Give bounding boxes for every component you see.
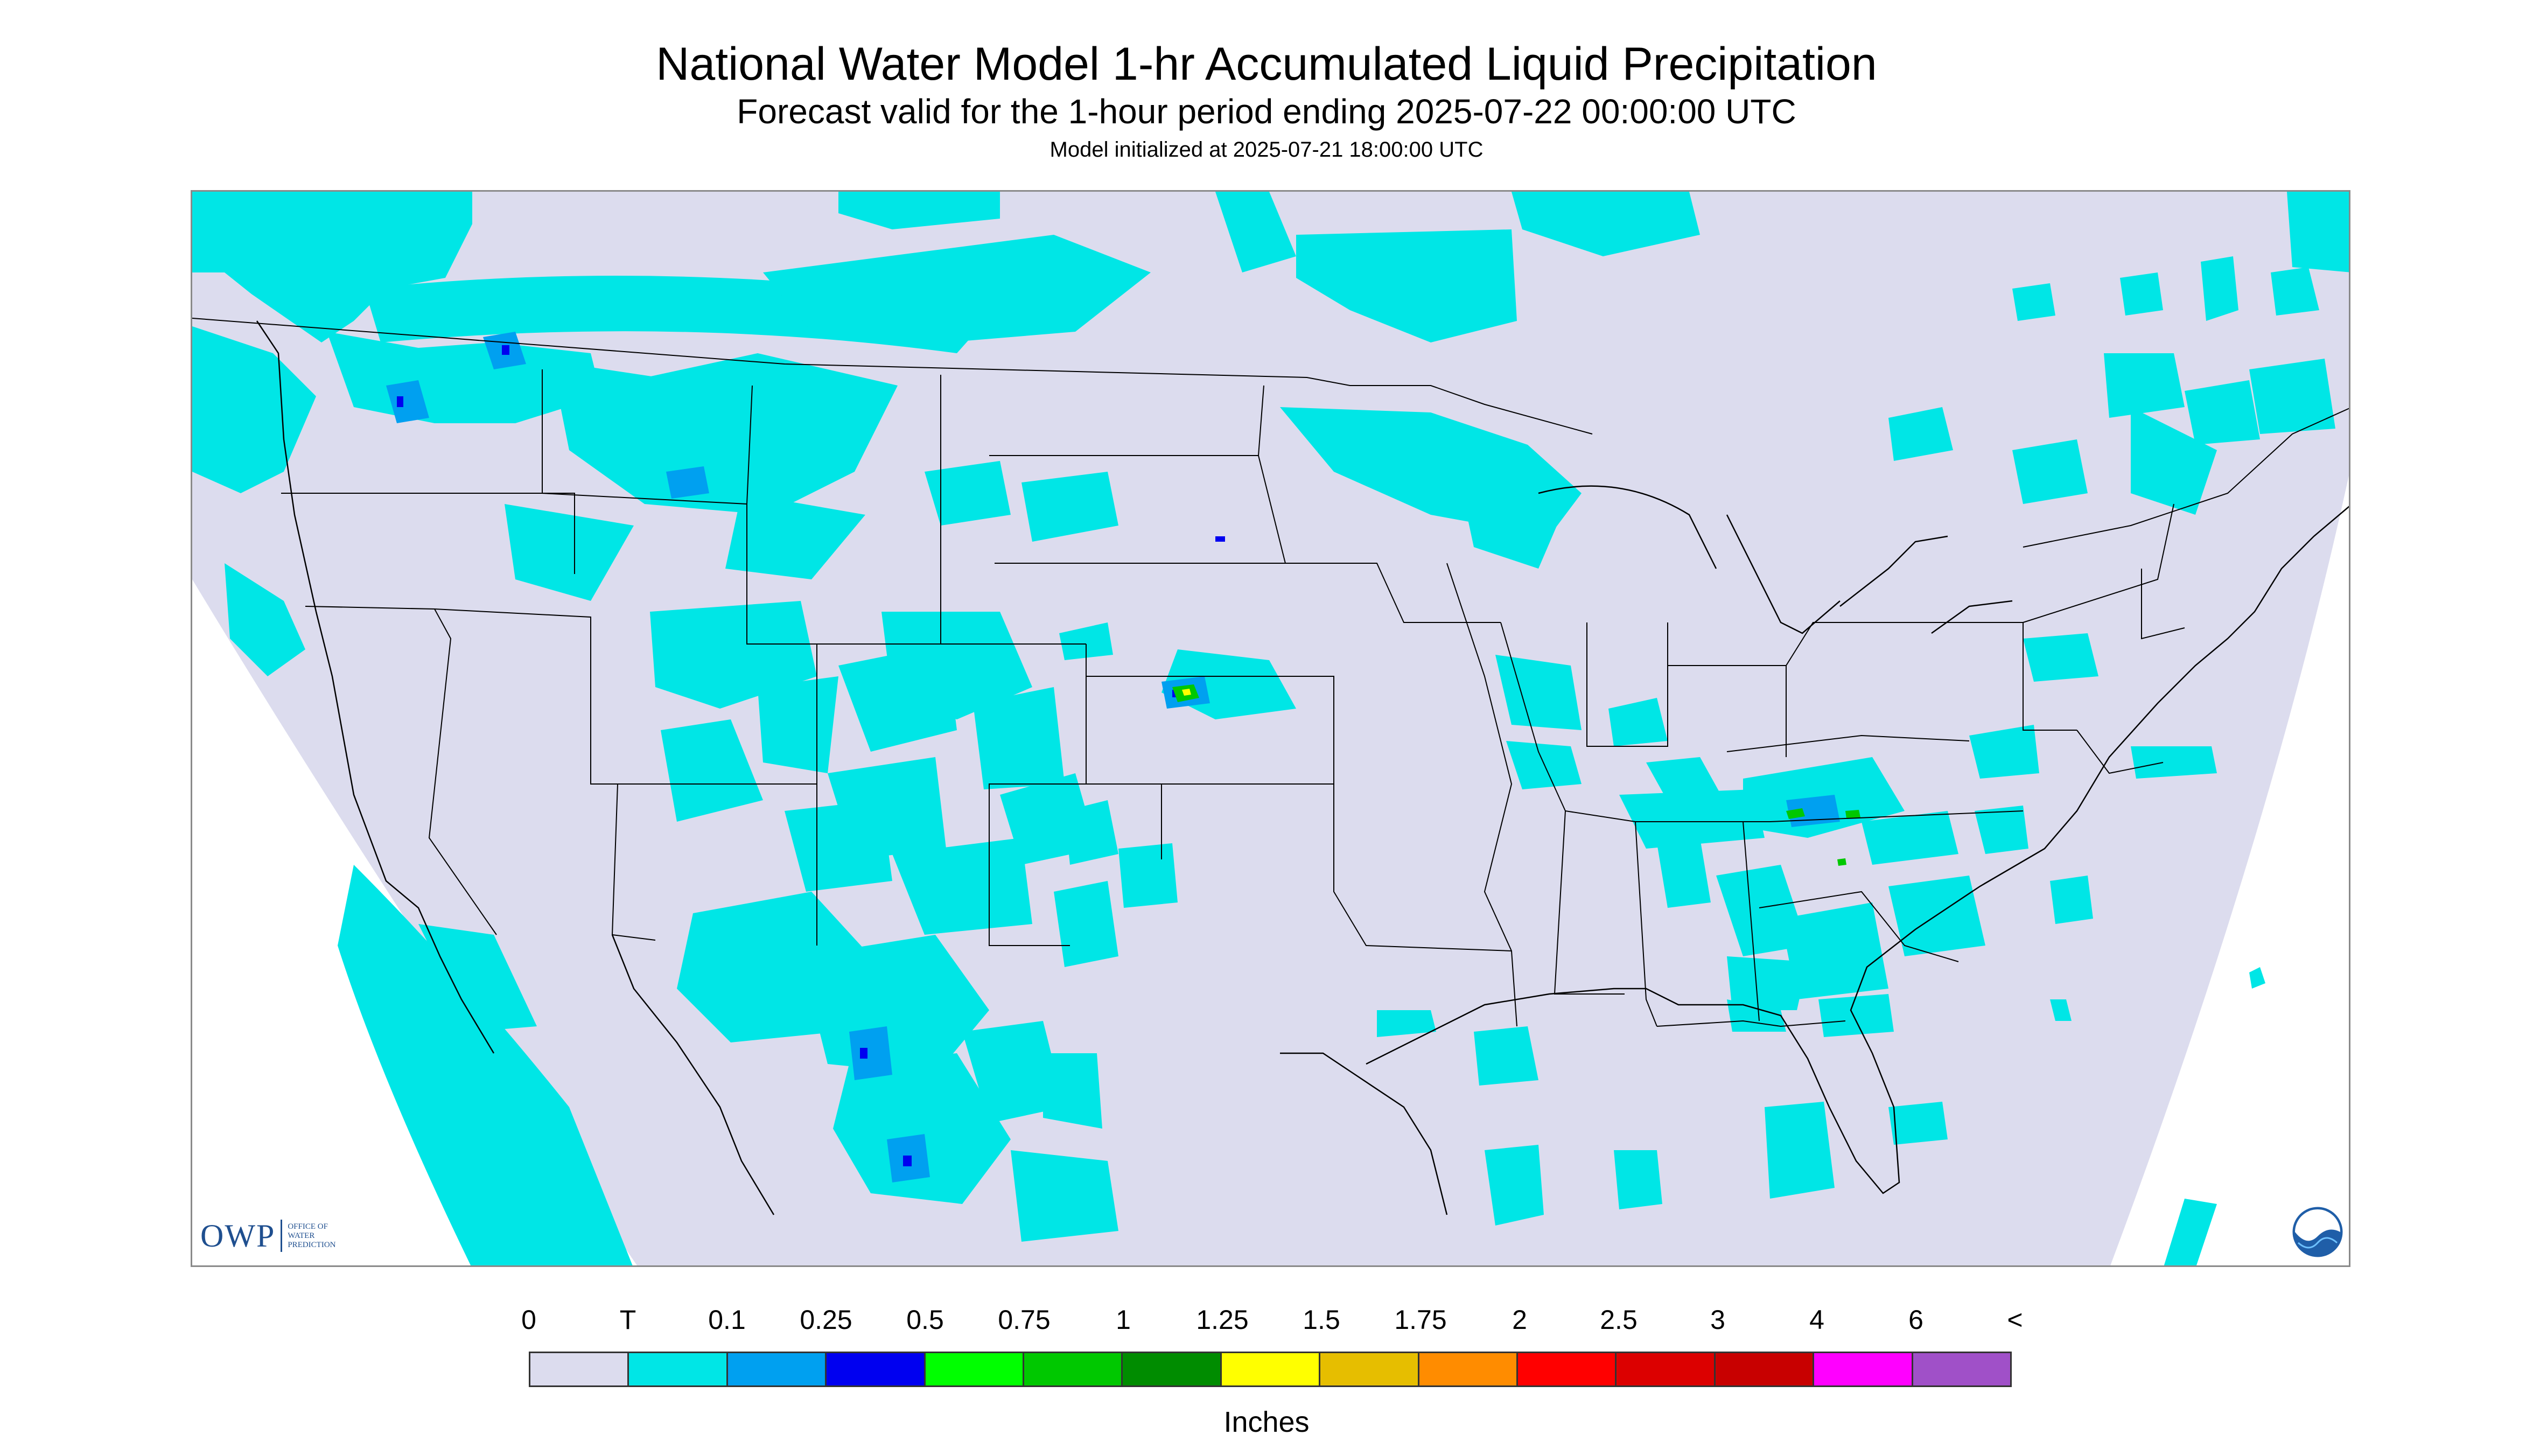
legend-label-8: 1.5 bbox=[1303, 1305, 1340, 1335]
owp-logo: OWP OFFICE OF WATER PREDICTION bbox=[200, 1217, 347, 1255]
owp-logo-name: OFFICE OF WATER PREDICTION bbox=[288, 1222, 336, 1249]
legend-swatch-0 bbox=[530, 1353, 629, 1385]
heavy-precip-areas bbox=[1172, 684, 1860, 866]
legend-swatch-12 bbox=[1715, 1353, 1815, 1385]
coastline bbox=[256, 320, 2349, 1215]
legend-swatch-11 bbox=[1617, 1353, 1716, 1385]
state-boundaries bbox=[192, 318, 2349, 1027]
legend-swatch-7 bbox=[1221, 1353, 1321, 1385]
legend-label-12: 3 bbox=[1710, 1305, 1725, 1335]
legend-label-10: 2 bbox=[1512, 1305, 1527, 1335]
legend-swatch-10 bbox=[1518, 1353, 1617, 1385]
legend-swatch-9 bbox=[1419, 1353, 1519, 1385]
legend-label-15: < bbox=[2007, 1305, 2023, 1335]
map-title: National Water Model 1-hr Accumulated Li… bbox=[656, 38, 1877, 90]
map-subtitle: Forecast valid for the 1-hour period end… bbox=[737, 92, 1796, 131]
precipitation-map bbox=[191, 190, 2350, 1267]
legend-swatch-13 bbox=[1814, 1353, 1913, 1385]
legend-label-9: 1.75 bbox=[1394, 1305, 1447, 1335]
map-canvas bbox=[192, 192, 2349, 1265]
legend-swatch-5 bbox=[1024, 1353, 1123, 1385]
legend-label-0: 0 bbox=[521, 1305, 536, 1335]
legend-label-2: 0.1 bbox=[708, 1305, 746, 1335]
legend-label-3: 0.25 bbox=[800, 1305, 852, 1335]
legend-swatch-14 bbox=[1913, 1353, 2011, 1385]
owp-logo-divider bbox=[281, 1220, 283, 1252]
legend-label-11: 2.5 bbox=[1600, 1305, 1638, 1335]
legend-label-1: T bbox=[619, 1305, 636, 1335]
legend-label-5: 0.75 bbox=[998, 1305, 1051, 1335]
legend-label-7: 1.25 bbox=[1196, 1305, 1249, 1335]
model-init-time: Model initialized at 2025-07-21 18:00:00… bbox=[1049, 138, 1484, 162]
legend-swatch-2 bbox=[727, 1353, 827, 1385]
legend-label-4: 0.5 bbox=[906, 1305, 944, 1335]
legend-units: Inches bbox=[1223, 1406, 1310, 1438]
legend-swatch-8 bbox=[1320, 1353, 1419, 1385]
owp-logo-mark: OWP bbox=[200, 1217, 276, 1254]
legend-swatch-4 bbox=[925, 1353, 1025, 1385]
legend-swatch-6 bbox=[1123, 1353, 1222, 1385]
legend-swatch-3 bbox=[827, 1353, 926, 1385]
legend-label-6: 1 bbox=[1116, 1305, 1131, 1335]
color-legend-bar bbox=[529, 1352, 2012, 1387]
legend-label-13: 4 bbox=[1809, 1305, 1824, 1335]
legend-swatch-1 bbox=[629, 1353, 728, 1385]
noaa-logo-icon bbox=[2291, 1205, 2345, 1259]
legend-label-14: 6 bbox=[1908, 1305, 1923, 1335]
